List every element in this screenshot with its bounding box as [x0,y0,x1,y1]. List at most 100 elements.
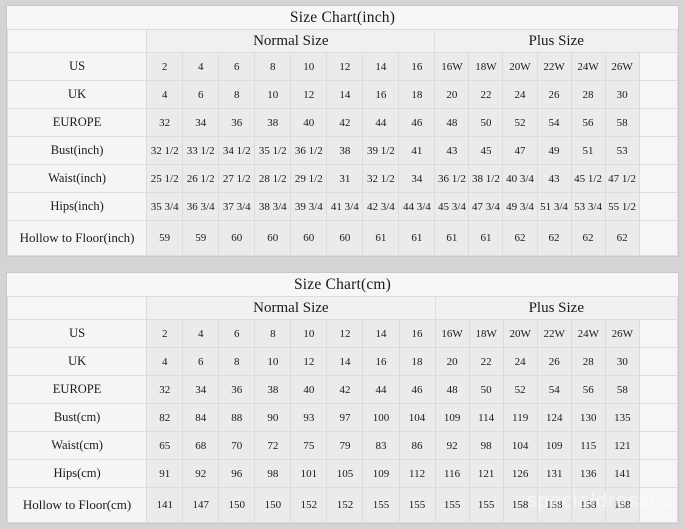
data-cell: 26W [604,319,640,348]
data-cell: 51 [570,136,606,165]
data-cell: 39 1/2 [362,136,400,165]
data-cell: 47 1/2 [604,164,640,193]
group-header-row: Normal Size Plus Size [6,296,679,320]
data-cell: 155 [468,487,504,523]
chart-title: Size Chart(cm) [7,273,678,297]
row-trailing-spacer [638,220,679,256]
row-label: Hollow to Floor(cm) [6,487,148,523]
data-cell: 16 [398,319,436,348]
data-cell: 4 [182,52,220,81]
table-row: EUROPE 32 34 36 38 40 42 44 46 48 50 52 54 56 58 [6,108,679,137]
data-cell: 45 [468,136,504,165]
data-cell: 158 [570,487,606,523]
data-cell: 26W [604,52,640,81]
data-cell: 6 [218,52,256,81]
size-chart-table-cm: Size Chart(cm) Normal Size Plus Size US 2 4 6 8… [6,273,679,523]
data-cell: 86 [398,431,436,460]
data-cell: 20W [502,52,538,81]
data-cell: 61 [434,220,470,256]
data-cell: 47 3/4 [468,192,504,221]
data-cell: 29 1/2 [290,164,328,193]
row-label: Bust(inch) [6,136,148,165]
data-cell: 2 [146,52,184,81]
data-cell: 130 [570,403,606,432]
data-cell: 32 [146,375,184,404]
data-cell: 6 [218,319,256,348]
row-label: Hips(cm) [6,459,148,488]
data-cell: 4 [146,347,184,376]
table-row: Waist(cm) 65 68 70 72 75 79 83 86 92 98 104 109 115 12… [6,431,679,460]
data-cell: 12 [326,52,364,81]
data-cell: 65 [146,431,184,460]
data-cell: 62 [502,220,538,256]
data-cell: 34 [398,164,436,193]
data-cell: 12 [290,347,328,376]
data-cell: 112 [398,459,436,488]
data-cell: 91 [146,459,184,488]
data-cell: 10 [254,347,292,376]
data-cell: 150 [254,487,292,523]
data-cell: 44 3/4 [398,192,436,221]
data-cell: 39 3/4 [290,192,328,221]
row-label: US [6,52,148,81]
data-cell: 38 [254,375,292,404]
data-cell: 60 [290,220,328,256]
data-cell: 16W [434,52,470,81]
data-cell: 18W [468,319,504,348]
data-cell: 36 1/2 [434,164,470,193]
data-cell: 28 [570,347,606,376]
data-cell: 59 [182,220,220,256]
data-cell: 88 [218,403,256,432]
data-cell: 38 1/2 [468,164,504,193]
data-cell: 147 [182,487,220,523]
data-cell: 48 [434,375,470,404]
table-row: US 2 4 6 8 10 12 14 16 16W 18W 20W 22W 24W 26W [6,319,679,348]
data-cell: 141 [604,459,640,488]
data-cell: 152 [290,487,328,523]
data-cell: 47 [502,136,538,165]
table-row: UK 4 6 8 10 12 14 16 18 20 22 24 26 28 30 [6,347,679,376]
data-cell: 14 [362,52,400,81]
data-cell: 116 [434,459,470,488]
data-cell: 18 [398,80,436,109]
row-label: EUROPE [6,108,148,137]
data-cell: 40 3/4 [502,164,538,193]
data-cell: 51 3/4 [536,192,572,221]
data-cell: 22W [536,319,572,348]
data-cell: 92 [182,459,220,488]
data-cell: 30 [604,80,640,109]
data-cell: 141 [146,487,184,523]
data-cell: 136 [570,459,606,488]
data-cell: 38 3/4 [254,192,292,221]
row-trailing-spacer [638,136,679,165]
group-header-blank [6,296,148,320]
data-cell: 16 [398,52,436,81]
row-label: Hollow to Floor(inch) [6,220,148,256]
data-cell: 61 [362,220,400,256]
data-cell: 98 [468,431,504,460]
data-cell: 72 [254,431,292,460]
data-cell: 8 [218,347,256,376]
row-label: Waist(inch) [6,164,148,193]
data-cell: 61 [468,220,504,256]
data-cell: 42 [326,108,364,137]
data-cell: 121 [468,459,504,488]
row-label: Bust(cm) [6,403,148,432]
data-cell: 46 [398,108,436,137]
data-cell: 14 [362,319,400,348]
group-header-blank [6,29,148,53]
row-trailing-spacer [638,487,679,523]
data-cell: 36 1/2 [290,136,328,165]
data-cell: 41 [398,136,436,165]
size-chart-cm: Size Chart(cm) Normal Size Plus Size US 2 4 6 8… [6,272,679,524]
data-cell: 53 3/4 [570,192,606,221]
data-cell: 35 1/2 [254,136,292,165]
row-trailing-spacer [638,347,679,376]
table-row: US 2 4 6 8 10 12 14 16 16W 18W 20W 22W 24W 26W [6,52,679,81]
data-cell: 32 1/2 [146,136,184,165]
data-cell: 105 [326,459,364,488]
data-cell: 44 [362,108,400,137]
data-cell: 48 [434,108,470,137]
data-cell: 82 [146,403,184,432]
data-cell: 92 [434,431,470,460]
